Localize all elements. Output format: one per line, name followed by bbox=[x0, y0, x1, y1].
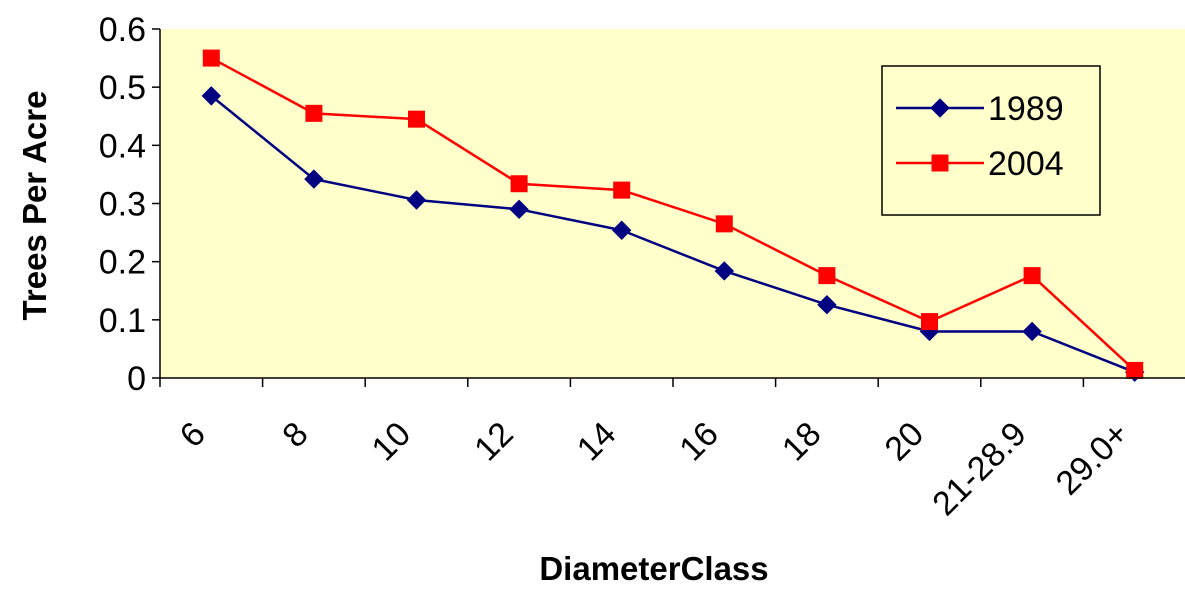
data-point-2004 bbox=[1023, 267, 1041, 285]
x-tick-label: 21-28.9 bbox=[925, 415, 1033, 523]
data-point-2004 bbox=[202, 49, 220, 67]
series-line-1989 bbox=[210, 94, 1136, 374]
y-tick-label: 0.6 bbox=[99, 11, 146, 49]
data-point-1989 bbox=[406, 190, 427, 210]
series-2004 bbox=[202, 49, 1144, 379]
series-line-2004 bbox=[210, 56, 1136, 372]
data-point-1989 bbox=[817, 295, 837, 315]
y-tick-label: 0.1 bbox=[99, 302, 146, 340]
data-point-1989 bbox=[201, 86, 222, 106]
data-point-2004 bbox=[408, 110, 425, 128]
legend-marker bbox=[931, 154, 949, 172]
data-point-1989 bbox=[304, 169, 324, 189]
data-point-2004 bbox=[921, 313, 938, 331]
legend-label: 2004 bbox=[988, 145, 1064, 183]
x-tick-label: 20 bbox=[878, 415, 932, 469]
x-tick-label: 14 bbox=[570, 415, 624, 469]
y-tick-label: 0.2 bbox=[99, 244, 146, 282]
legend-marker bbox=[930, 98, 950, 118]
x-tick-label: 16 bbox=[672, 415, 726, 469]
data-point-2004 bbox=[613, 181, 631, 199]
y-axis-title: Trees Per Acre bbox=[16, 91, 53, 321]
data-point-2004 bbox=[305, 104, 323, 122]
y-tick-label: 0 bbox=[127, 360, 146, 398]
y-tick-label: 0.3 bbox=[99, 186, 146, 224]
legend-entry-1989: 1989 bbox=[896, 90, 1064, 128]
x-tick-label: 29.0+ bbox=[1049, 415, 1137, 503]
legend-box bbox=[881, 65, 1101, 216]
data-point-2004 bbox=[1126, 361, 1144, 379]
data-point-1989 bbox=[714, 261, 735, 281]
data-point-1989 bbox=[1022, 321, 1042, 342]
x-tick-label: 10 bbox=[365, 415, 419, 469]
series-layer bbox=[201, 49, 1145, 382]
data-point-2004 bbox=[510, 175, 528, 193]
data-point-2004 bbox=[818, 267, 836, 285]
x-tick-label: 12 bbox=[467, 415, 521, 469]
y-tick-label: 0.4 bbox=[99, 127, 146, 165]
legend-entry-2004: 2004 bbox=[896, 145, 1064, 183]
y-tick-labels: 0 0.1 0.2 0.3 0.4 0.5 0.6 bbox=[99, 11, 146, 398]
data-point-2004 bbox=[715, 215, 733, 233]
x-axis-title: DiameterClass bbox=[539, 550, 768, 587]
axes-layer bbox=[152, 28, 1185, 387]
data-point-1989 bbox=[509, 199, 529, 220]
data-point-1989 bbox=[611, 220, 632, 240]
x-tick-label: 6 bbox=[173, 415, 213, 455]
legend: 1989 2004 bbox=[881, 65, 1101, 216]
legend-label: 1989 bbox=[988, 90, 1064, 128]
y-tick-label: 0.5 bbox=[99, 69, 146, 107]
x-tick-label: 18 bbox=[775, 415, 829, 469]
x-tick-label: 8 bbox=[275, 415, 315, 455]
